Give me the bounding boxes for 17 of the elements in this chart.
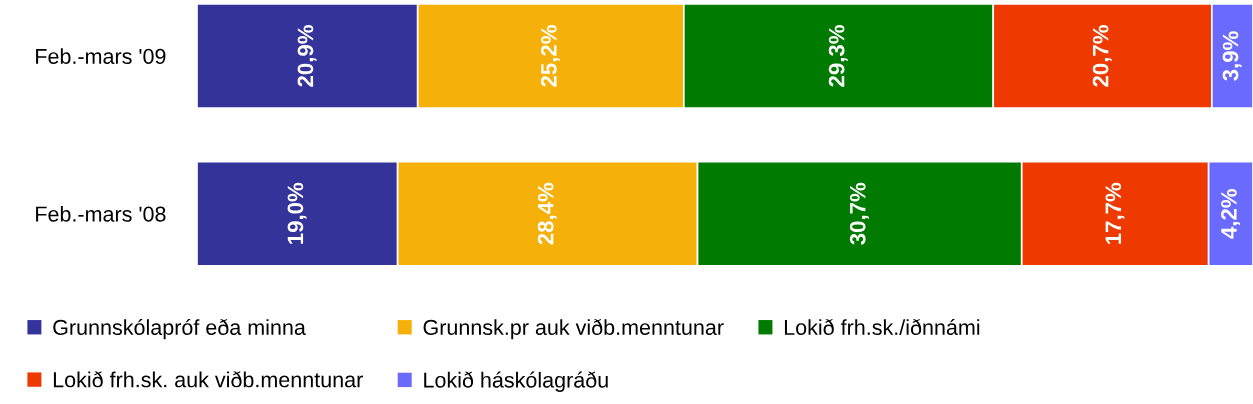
data-label: 28,4% [537,182,557,245]
data-label: 17,7% [1105,182,1125,244]
data-label: 4,2% [1221,189,1241,239]
data-label: 30,7% [849,182,869,245]
legend-label: Grunnskólapróf eða minna [53,318,306,340]
data-label: 19,0% [287,182,307,244]
data-label: 29,3% [828,25,848,87]
data-label: 25,2% [540,25,560,87]
legend-label: Grunnsk.pr auk viðb.menntunar [423,318,724,340]
data-label: 3,9% [1222,31,1242,81]
legend-label: Lokið frh.sk./iðnnámi [784,318,980,336]
legend-label: Lokið háskólagráðu [424,371,608,392]
data-label: 20,7% [1092,25,1112,87]
legend-label: Lokið frh.sk. auk viðb.menntunar [53,371,363,388]
y-tick-label: Feb.-mars '09 [36,48,166,65]
data-label: 20,9% [297,25,317,87]
y-tick-label: Feb.-mars '08 [36,205,166,222]
